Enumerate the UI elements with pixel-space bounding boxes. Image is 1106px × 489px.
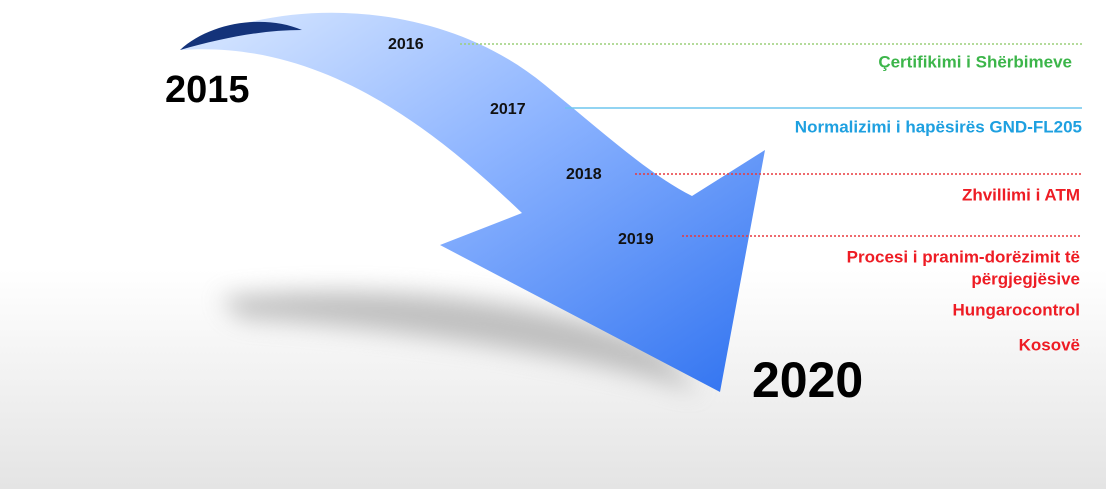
year-label: 2019 xyxy=(618,231,654,248)
end-year: 2020 xyxy=(752,352,863,408)
start-year: 2015 xyxy=(165,69,250,111)
year-label: 2017 xyxy=(490,101,526,118)
arrow xyxy=(180,12,765,392)
milestone-label: përgjegjësive xyxy=(971,269,1080,288)
arrow-shadow xyxy=(220,291,700,392)
milestone-label: Normalizimi i hapësirës GND-FL205 xyxy=(795,117,1082,136)
milestone-label: Procesi i pranim-dorëzimit të xyxy=(847,247,1080,266)
milestone-label: Hungarocontrol xyxy=(953,300,1081,319)
year-label: 2016 xyxy=(388,36,424,53)
year-label: 2018 xyxy=(566,166,602,183)
milestone-label: Çertifikimi i Shërbimeve xyxy=(878,52,1072,71)
milestone-label: Kosovë xyxy=(1019,335,1080,354)
milestone-label: Zhvillimi i ATM xyxy=(962,185,1080,204)
arrow-curl xyxy=(180,21,302,50)
